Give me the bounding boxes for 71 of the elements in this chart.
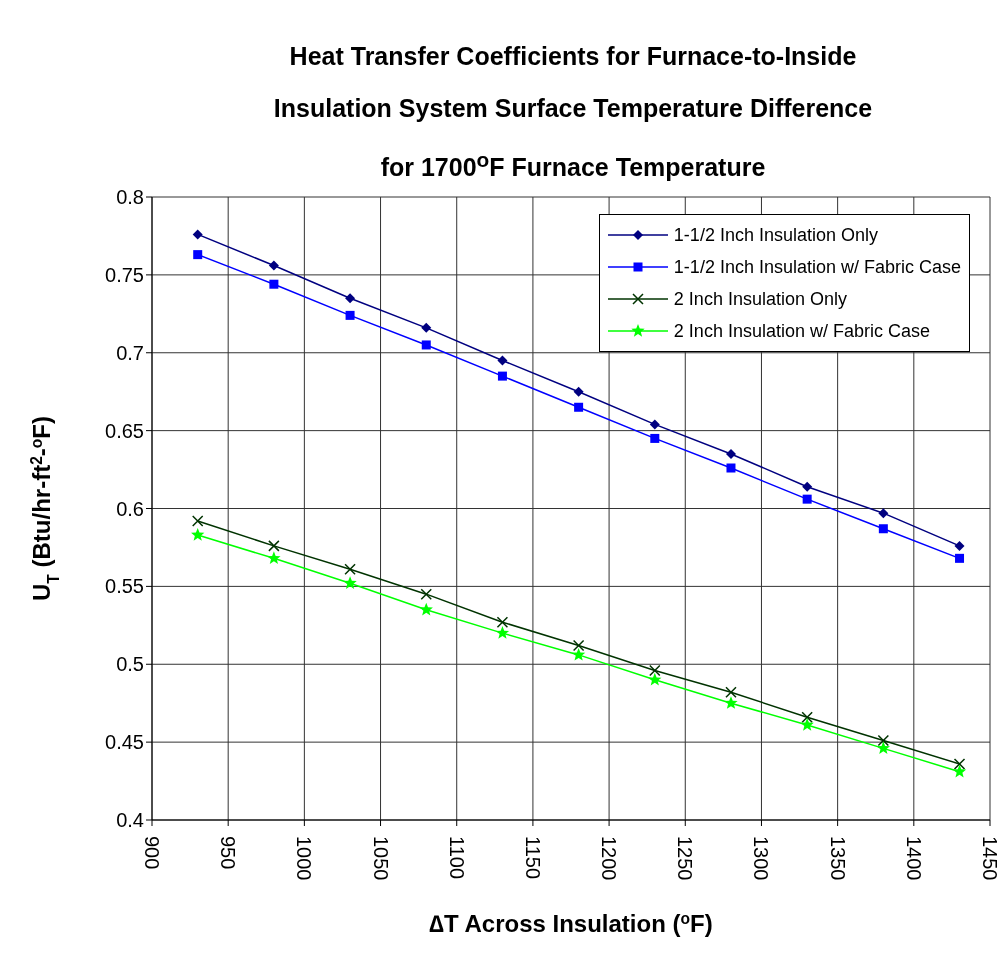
point xyxy=(574,402,584,412)
point xyxy=(955,553,965,563)
y-tick-label: 0.6 xyxy=(116,497,144,520)
point xyxy=(191,527,205,541)
point xyxy=(420,588,432,600)
x-tick-label: 1100 xyxy=(445,836,468,880)
point xyxy=(269,279,279,289)
point xyxy=(345,310,355,320)
point xyxy=(573,386,584,397)
x-tick-label: 1350 xyxy=(826,836,849,881)
point xyxy=(649,419,660,430)
x-tick-label: 1250 xyxy=(674,836,697,881)
x-tick-label: 1450 xyxy=(979,836,1001,881)
point xyxy=(725,686,737,699)
point xyxy=(877,734,890,747)
point xyxy=(801,711,813,723)
point xyxy=(495,626,510,639)
point xyxy=(268,540,280,552)
point xyxy=(650,433,660,443)
point xyxy=(343,576,357,589)
point xyxy=(497,371,507,381)
point xyxy=(572,639,585,652)
point xyxy=(878,508,889,519)
y-tick-label: 0.4 xyxy=(116,809,144,832)
y-tick-label: 0.75 xyxy=(105,263,144,286)
y-tick-label: 0.55 xyxy=(105,575,144,598)
point xyxy=(496,616,509,628)
point xyxy=(725,448,736,459)
legend-label: 1-1/2 Inch Insulation w/ Fabric Case xyxy=(673,256,961,278)
x-tick-label: 1300 xyxy=(750,836,773,881)
point xyxy=(193,250,203,260)
point xyxy=(267,551,281,564)
point xyxy=(419,602,433,616)
point xyxy=(724,696,738,709)
point xyxy=(802,494,812,504)
x-tick-label: 900 xyxy=(141,836,163,870)
point xyxy=(800,717,814,731)
x-tick-label: 1000 xyxy=(293,836,316,881)
legend-label: 2 Inch Insulation Only xyxy=(673,288,847,310)
point xyxy=(345,293,356,304)
point xyxy=(192,229,203,240)
x-axis-title: ∆T Across Insulation ($^{o}$F) xyxy=(429,909,713,937)
point xyxy=(421,340,431,350)
y-tick-label: 0.45 xyxy=(105,731,144,754)
point xyxy=(878,524,888,534)
x-tick-label: 1400 xyxy=(902,836,925,881)
point xyxy=(421,322,432,333)
x-tick-label: 1050 xyxy=(369,836,392,881)
point xyxy=(497,355,508,366)
x-tick-label: 950 xyxy=(217,836,240,870)
legend-label: 2 Inch Insulation w/ Fabric Case xyxy=(673,320,930,342)
point xyxy=(954,540,965,551)
y-tick-label: 0.8 xyxy=(116,186,144,209)
point xyxy=(344,563,356,575)
point xyxy=(952,764,967,778)
x-tick-label: 1150 xyxy=(521,836,544,880)
point xyxy=(953,758,966,770)
point xyxy=(726,463,736,473)
legend-label: 1-1/2 Inch Insulation Only xyxy=(673,224,878,246)
point xyxy=(268,260,279,271)
point xyxy=(191,515,204,527)
point xyxy=(571,647,586,661)
point xyxy=(876,741,890,755)
point xyxy=(649,664,661,677)
y-tick-label: 0.65 xyxy=(105,419,144,442)
point xyxy=(802,481,813,492)
y-tick-label: 0.5 xyxy=(116,653,144,676)
chart-title: Heat Transfer Coefficients for Furnace-to-Inside Insulation System Surface Temperature Difference for 1700$^{o}$F Furnace Temperature xyxy=(273,42,873,182)
y-tick-label: 0.7 xyxy=(116,341,144,364)
x-tick-label: 1200 xyxy=(598,836,621,881)
point xyxy=(648,672,662,686)
